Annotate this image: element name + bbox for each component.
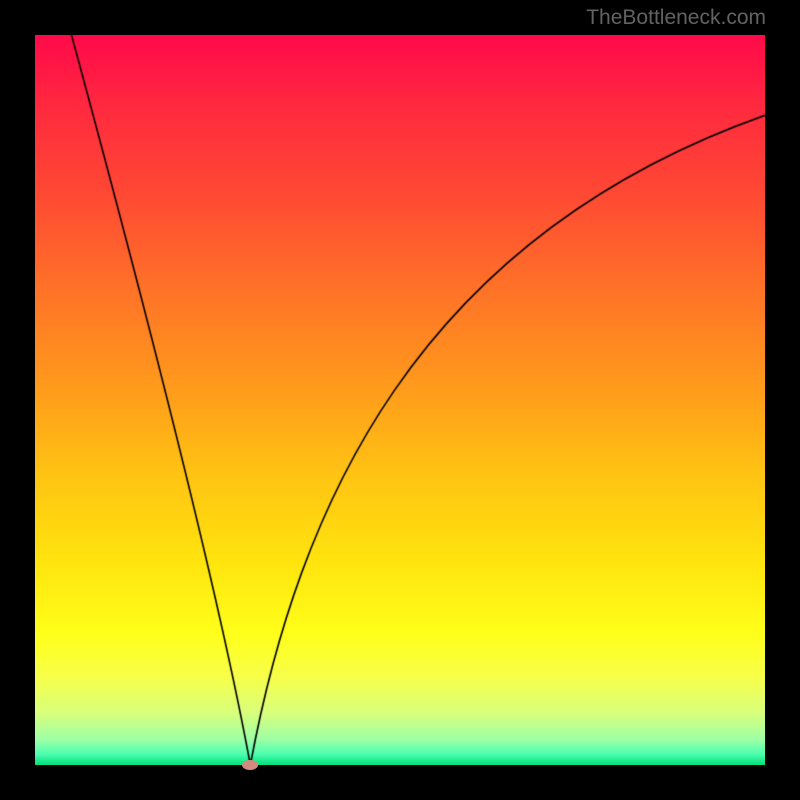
watermark-text: TheBottleneck.com [586, 6, 766, 30]
bottleneck-curve [0, 0, 800, 800]
chart-stage: TheBottleneck.com [0, 0, 800, 800]
